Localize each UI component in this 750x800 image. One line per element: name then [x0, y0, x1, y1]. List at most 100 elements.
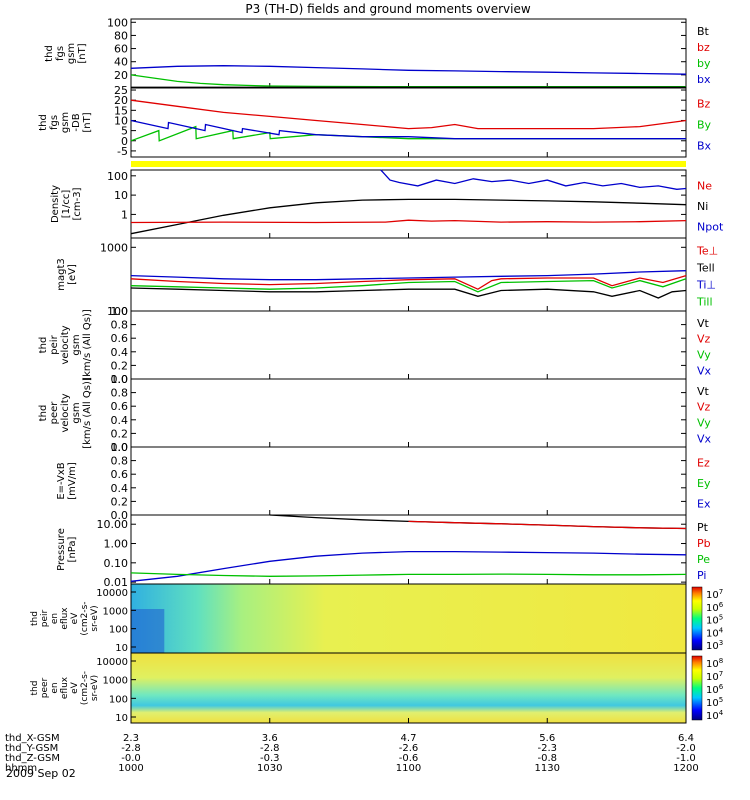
y-axis-label: peir — [49, 334, 60, 354]
legend-by: by — [697, 57, 711, 70]
y-axis-label: peer — [40, 677, 50, 698]
panel-frame — [130, 237, 687, 312]
series-te⊥ — [130, 274, 687, 290]
legend-by: By — [697, 119, 712, 132]
legend-bx: Bx — [697, 140, 712, 153]
y-tick-label: 0.0 — [111, 509, 129, 522]
panel-frame — [130, 310, 687, 380]
y-axis-label: thd — [38, 337, 49, 354]
panel-frame — [130, 446, 687, 516]
y-tick-label: 0.01 — [104, 576, 129, 589]
y-axis-label: gsm — [60, 112, 71, 133]
legend-npot: Npot — [697, 221, 724, 234]
y-tick-label: 0.2 — [111, 495, 129, 508]
series-bx — [130, 119, 686, 140]
y-tick-label: 1000 — [103, 676, 128, 687]
y-tick-label: 10 — [114, 189, 128, 202]
y-tick-label: 0.2 — [111, 427, 129, 440]
legend-till: Till — [696, 296, 713, 309]
legend-vy: Vy — [697, 348, 711, 361]
y-axis-label: en — [50, 613, 60, 624]
legend-ey: Ey — [697, 477, 711, 490]
bottom-axis-value: 4.7 — [401, 733, 417, 744]
y-axis-label: thd — [38, 114, 49, 131]
y-axis-label: thd — [30, 681, 40, 696]
spectrogram-low-energy-band — [131, 609, 165, 653]
colorbar-tick-label: 106 — [706, 601, 724, 614]
y-tick-label: 0 — [121, 135, 128, 148]
y-tick-label: 1.0 — [111, 441, 129, 454]
y-axis-label: sr-eV) — [90, 675, 100, 701]
y-tick-label: 100 — [109, 625, 128, 636]
y-axis-label: fgs — [55, 46, 66, 61]
legend-vx: Vx — [697, 432, 712, 445]
y-axis-label: thd — [38, 405, 49, 422]
bottom-axis-value: 1100 — [396, 763, 421, 774]
y-tick-label: 1000 — [103, 606, 128, 617]
colorbar-tick-label: 105 — [706, 614, 723, 627]
spectrogram-2: 10000 1000 100 10 thd peer en eflux eV (cm2-s-sr-… — [30, 652, 724, 724]
y-axis-label: [1/cc] — [61, 190, 72, 219]
bottom-axis-value: 1000 — [118, 763, 143, 774]
y-tick-label: 0.8 — [111, 319, 129, 332]
y-tick-label: 1000 — [100, 241, 128, 254]
legend-ex: Ex — [697, 498, 711, 511]
y-tick-label: 0.6 — [111, 468, 129, 481]
y-tick-label: 20 — [114, 69, 128, 82]
panel-frame — [130, 378, 687, 448]
bottom-axis-value: -0.6 — [399, 753, 419, 764]
bottom-axis-value: -2.3 — [537, 743, 557, 754]
y-tick-label: 0.2 — [111, 359, 129, 372]
bottom-axis-label: thd_Z-GSM — [5, 753, 60, 764]
y-axis-label: [nPa] — [67, 536, 78, 562]
series-pe — [130, 572, 687, 577]
y-tick-label: 0.4 — [111, 482, 129, 495]
bottom-axis-value: -2.8 — [260, 743, 280, 754]
colorbar-tick-label: 105 — [706, 696, 723, 709]
legend-ti⊥: Ti⊥ — [696, 279, 716, 292]
series-bx — [130, 65, 687, 75]
y-axis-label: (cm2-s- — [80, 671, 90, 705]
y-axis-label: sr-eV) — [90, 605, 100, 631]
y-tick-label: 0.10 — [104, 557, 129, 570]
legend-bz: Bz — [697, 98, 711, 111]
bottom-axis-value: 1200 — [673, 763, 698, 774]
mode-bar — [131, 161, 686, 167]
y-axis-label: [km/s (All Qs)] — [82, 309, 93, 381]
y-axis-label: velocity — [60, 325, 71, 364]
spectrogram-1: 10000 1000 100 10 thd peir en eflux eV (cm2-s-sr-… — [30, 583, 724, 654]
y-axis-label: [nT] — [77, 43, 88, 63]
bottom-axis-label: thd_Y-GSM — [5, 743, 58, 754]
y-tick-label: 0.4 — [111, 346, 129, 359]
series-pi — [130, 550, 687, 582]
y-axis-label: magt3 — [56, 258, 67, 291]
bottom-axis-value: -0.3 — [260, 753, 280, 764]
legend-vt: Vt — [697, 385, 710, 398]
y-axis-label: thd — [44, 45, 55, 62]
y-axis-label: eflux — [60, 607, 70, 630]
figure-date: 2009 Sep 02 — [6, 767, 76, 780]
series-ti⊥ — [130, 270, 687, 281]
y-tick-label: 10 — [114, 114, 128, 127]
y-tick-label: 0.6 — [111, 400, 129, 413]
y-axis-label: eV — [70, 612, 80, 625]
series-bz — [130, 99, 687, 130]
y-tick-label: 25 — [114, 84, 128, 97]
colorbar-tick-label: 107 — [706, 588, 723, 601]
spectrogram-image — [131, 653, 686, 723]
figure-title: P3 (TH-D) fields and ground moments over… — [245, 2, 530, 16]
series-npot — [380, 169, 687, 190]
spectrogram-image — [131, 584, 686, 653]
y-tick-label: 0.6 — [111, 332, 129, 345]
panel-8: 10.00 1.00 0.10 0.01 Pressure [nPa] Pt Pb Pe Pi — [56, 514, 711, 589]
y-axis-label: peer — [49, 401, 60, 425]
colorbar — [691, 655, 703, 721]
y-axis-label: Pressure — [56, 528, 67, 571]
colorbar-tick-label: 107 — [706, 670, 723, 683]
y-tick-label: 1.0 — [111, 305, 129, 318]
series-pb — [408, 520, 687, 530]
y-axis-label: eflux — [60, 676, 70, 699]
